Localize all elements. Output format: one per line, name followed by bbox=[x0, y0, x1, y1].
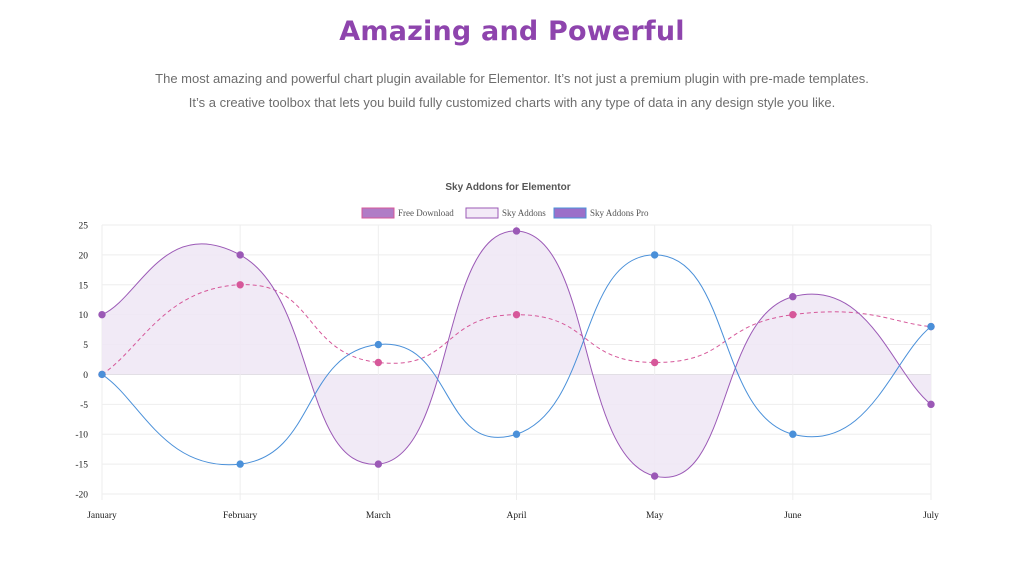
y-tick-label: 5 bbox=[83, 341, 88, 351]
data-point[interactable] bbox=[789, 430, 797, 438]
y-tick-label: 15 bbox=[79, 281, 89, 291]
y-tick-label: -15 bbox=[75, 461, 88, 471]
hero-description-line-1: The most amazing and powerful chart plug… bbox=[155, 71, 869, 86]
data-point[interactable] bbox=[789, 310, 797, 319]
y-tick-label: 10 bbox=[79, 311, 89, 321]
chart-axes: 25 20 15 10 5 0 -5 -10 -15 -20 January February Marc… bbox=[75, 222, 939, 522]
x-tick-label: March bbox=[366, 511, 391, 521]
line-chart: Sky Addons for Elementor Free Download Sk… bbox=[75, 182, 939, 522]
page-title: Amazing and Powerful bbox=[339, 16, 685, 47]
legend-swatch bbox=[465, 207, 499, 219]
y-tick-label: 25 bbox=[79, 222, 89, 232]
data-point[interactable] bbox=[650, 472, 659, 480]
data-point[interactable] bbox=[789, 293, 797, 301]
data-point[interactable] bbox=[236, 251, 244, 259]
legend-swatch bbox=[553, 207, 587, 219]
data-point[interactable] bbox=[374, 340, 383, 349]
chart-title: Sky Addons for Elementor bbox=[445, 182, 570, 193]
y-tick-label: -5 bbox=[80, 401, 88, 411]
data-point[interactable] bbox=[927, 322, 935, 331]
legend-item-0[interactable]: Free Download bbox=[361, 207, 454, 219]
data-point[interactable] bbox=[374, 460, 383, 468]
legend-label: Sky Addons Pro bbox=[590, 208, 649, 218]
data-point[interactable] bbox=[236, 460, 244, 468]
hero-description-line-2: It’s a creative toolbox that lets you bu… bbox=[188, 95, 836, 110]
data-point[interactable] bbox=[98, 310, 106, 319]
series-area-1 bbox=[102, 230, 931, 478]
legend-item-1[interactable]: Sky Addons bbox=[465, 207, 546, 219]
x-tick-label: May bbox=[646, 511, 664, 521]
data-point[interactable] bbox=[374, 358, 383, 367]
data-point[interactable] bbox=[927, 400, 935, 409]
x-tick-label: July bbox=[923, 511, 939, 521]
data-point[interactable] bbox=[512, 227, 521, 235]
data-point[interactable] bbox=[650, 251, 659, 259]
hero-section: Amazing and Powerful The most amazing an… bbox=[0, 0, 1024, 115]
y-tick-label: -10 bbox=[75, 431, 88, 441]
chart-areas bbox=[102, 230, 931, 478]
data-point[interactable] bbox=[98, 370, 106, 379]
chart-legend: Free Download Sky Addons Sky Addons Pro bbox=[361, 207, 649, 219]
chart-container: Sky Addons for Elementor Free Download Sk… bbox=[0, 172, 1024, 563]
legend-swatch bbox=[361, 207, 395, 219]
chart-points bbox=[98, 227, 935, 480]
y-tick-label: 0 bbox=[83, 371, 88, 381]
x-tick-label: June bbox=[784, 511, 801, 521]
data-point[interactable] bbox=[512, 430, 521, 438]
legend-item-2[interactable]: Sky Addons Pro bbox=[553, 207, 649, 219]
legend-label: Sky Addons bbox=[502, 208, 546, 218]
data-point[interactable] bbox=[512, 310, 521, 319]
y-tick-label: -20 bbox=[75, 491, 88, 501]
data-point[interactable] bbox=[236, 281, 244, 289]
x-tick-label: January bbox=[87, 511, 117, 521]
x-tick-label: April bbox=[506, 511, 526, 521]
y-tick-label: 20 bbox=[79, 251, 89, 261]
hero-description: The most amazing and powerful chart plug… bbox=[62, 67, 962, 115]
data-point[interactable] bbox=[650, 358, 659, 367]
legend-label: Free Download bbox=[398, 208, 454, 218]
x-tick-label: February bbox=[223, 511, 258, 521]
